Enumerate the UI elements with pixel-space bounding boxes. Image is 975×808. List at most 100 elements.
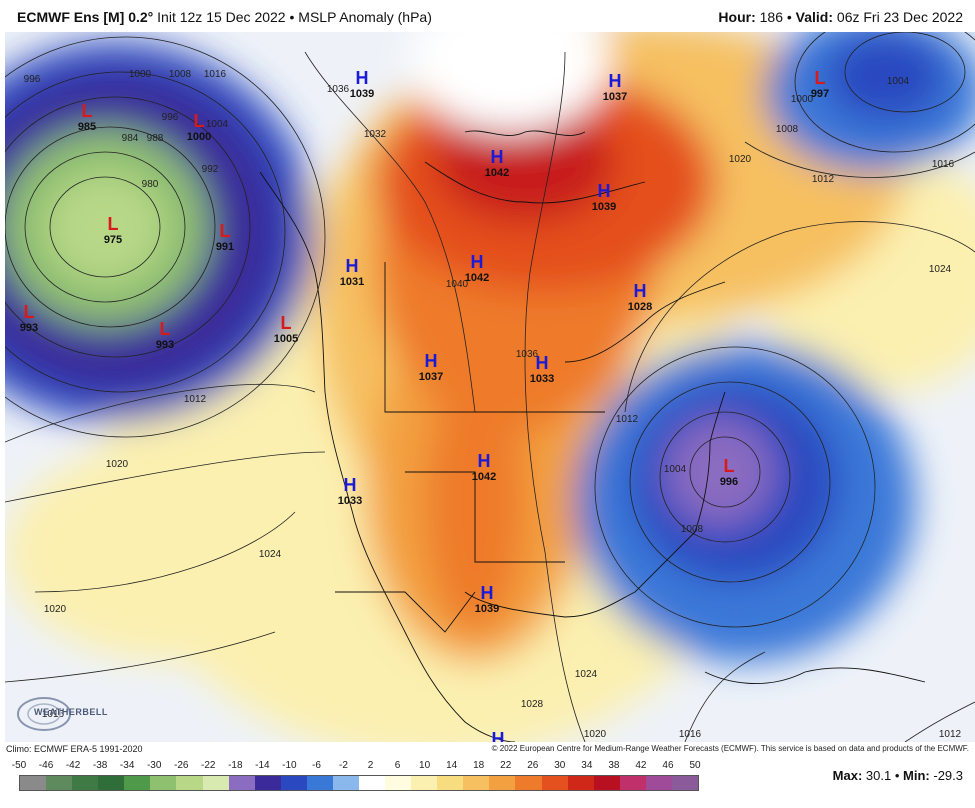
isobar-label: 1000 bbox=[791, 94, 814, 105]
colorbar-tick-label: 22 bbox=[500, 760, 512, 771]
system-letter: L bbox=[82, 101, 93, 121]
isobar-labels: 996 1000 1008 1016 1036 996 1004 984 988 992 1032 9… bbox=[24, 69, 962, 740]
model-name: ECMWF Ens [M] 0.2° bbox=[17, 9, 154, 25]
colorbar-segment bbox=[593, 776, 620, 790]
system-pressure-value: 1042 bbox=[465, 272, 489, 284]
isobar-label: 984 bbox=[122, 133, 139, 144]
colorbar-tick-label: -22 bbox=[201, 760, 216, 771]
system-letter: L bbox=[194, 111, 205, 131]
system-letter: H bbox=[481, 583, 494, 603]
system-letter: H bbox=[598, 181, 611, 201]
isobar-label: 1024 bbox=[929, 264, 952, 275]
colorbar-segment bbox=[437, 776, 464, 790]
colorbar-segment bbox=[46, 776, 73, 790]
system-letter: H bbox=[536, 353, 549, 373]
system-letter: L bbox=[220, 221, 231, 241]
isobar-label: 1040 bbox=[446, 279, 469, 290]
isobar-label: 980 bbox=[142, 179, 159, 190]
colorbar-tick-label: -14 bbox=[255, 760, 270, 771]
colorbar-tick-label: 50 bbox=[689, 760, 701, 771]
system-pressure-value: 1039 bbox=[592, 201, 616, 213]
system-letter: H bbox=[346, 256, 359, 276]
system-pressure-value: 985 bbox=[78, 121, 96, 133]
system-pressure-value: 1005 bbox=[274, 333, 298, 345]
isobar-label: 1020 bbox=[729, 154, 752, 165]
system-letter: L bbox=[24, 302, 35, 322]
system-letter: L bbox=[160, 319, 171, 339]
colorbar-tick-label: -6 bbox=[311, 760, 321, 771]
system-letter: H bbox=[492, 729, 505, 742]
max-min-readout: Max: 30.1 • Min: -29.3 bbox=[833, 768, 963, 783]
colorbar-tick-label: 42 bbox=[635, 760, 647, 771]
colorbar-segment bbox=[489, 776, 516, 790]
colorbar-tick-label: -2 bbox=[339, 760, 348, 771]
isobar-label: 1016 bbox=[42, 709, 65, 720]
max-value: 30.1 bbox=[865, 768, 892, 783]
colorbar-segment bbox=[176, 776, 203, 790]
anomaly-shading bbox=[5, 32, 975, 742]
isobar-label: 1028 bbox=[521, 699, 544, 710]
isobar-label: 1020 bbox=[584, 729, 607, 740]
bullet-separator: • bbox=[289, 9, 299, 25]
isobar-label: 1032 bbox=[364, 129, 387, 140]
valid-label: Valid: bbox=[795, 9, 834, 25]
system-pressure-value: 993 bbox=[20, 322, 38, 334]
bullet-separator: • bbox=[894, 768, 904, 783]
colorbar-tick-label: 46 bbox=[662, 760, 674, 771]
isobar-label: 1012 bbox=[184, 394, 207, 405]
colorbar-tick-label: -50 bbox=[11, 760, 27, 771]
colorbar-tick-label: -38 bbox=[92, 760, 108, 771]
colorbar-segment bbox=[280, 776, 307, 790]
colorbar-tick-label: 6 bbox=[394, 760, 401, 771]
isobar-label: 1016 bbox=[932, 159, 955, 170]
isobar-label: 1020 bbox=[44, 604, 67, 615]
hour-label: Hour: bbox=[718, 9, 756, 25]
forecast-time: Hour: 186 • Valid: 06z Fri 23 Dec 2022 bbox=[718, 9, 963, 25]
init-time: Init 12z 15 Dec 2022 bbox=[157, 9, 286, 25]
colorbar-tick-label: -42 bbox=[65, 760, 81, 771]
mslp-anomaly-map: 996 1000 1008 1016 1036 996 1004 984 988 992 1032 9… bbox=[5, 32, 975, 742]
system-pressure-value: 996 bbox=[720, 476, 738, 488]
colorbar-segment bbox=[202, 776, 229, 790]
colorbar-segment bbox=[567, 776, 594, 790]
min-value: -29.3 bbox=[933, 768, 963, 783]
system-pressure-value: 1039 bbox=[350, 88, 374, 100]
colorbar-tick-label: 38 bbox=[608, 760, 620, 771]
system-letter: H bbox=[425, 351, 438, 371]
watermark-text: WEATHERBELL bbox=[34, 707, 108, 717]
high-pressure-marker: H1029 bbox=[492, 729, 505, 742]
colorbar-segment bbox=[541, 776, 568, 790]
logo-swirl-icon bbox=[17, 697, 71, 731]
isobar-label: 988 bbox=[147, 133, 164, 144]
system-pressure-value: 1028 bbox=[628, 301, 652, 313]
colorbar-segment bbox=[463, 776, 490, 790]
colorbar-tick-labels: -50 -46 -42 -38 -34 -30 -26 -22 -18 -14 -10 -6 -2 2 6 1… bbox=[12, 760, 701, 774]
max-label: Max: bbox=[832, 768, 863, 783]
system-pressure-value: 1042 bbox=[485, 167, 509, 179]
colorbar-tick-label: 34 bbox=[581, 760, 593, 771]
colorbar-tick-label: -46 bbox=[38, 760, 54, 771]
map-title: ECMWF Ens [M] 0.2° Init 12z 15 Dec 2022 … bbox=[17, 9, 432, 25]
colorbar-segment bbox=[306, 776, 333, 790]
colorbar-tick-label: 30 bbox=[554, 760, 566, 771]
isobar-label: 1020 bbox=[106, 459, 129, 470]
isobar-label: 1004 bbox=[664, 464, 687, 475]
isobar-label: 1008 bbox=[681, 524, 704, 535]
isobar-label: 996 bbox=[162, 112, 179, 123]
system-pressure-value: 1000 bbox=[187, 131, 211, 143]
colorbar-segment bbox=[20, 776, 47, 790]
isobar-label: 1024 bbox=[575, 669, 598, 680]
system-pressure-value: 1033 bbox=[530, 373, 554, 385]
field-name: MSLP Anomaly (hPa) bbox=[298, 9, 432, 25]
colorbar-segment bbox=[228, 776, 255, 790]
colorbar-segment bbox=[385, 776, 412, 790]
isobar-label: 1036 bbox=[327, 84, 350, 95]
coastlines bbox=[259, 130, 926, 742]
system-letter: H bbox=[344, 475, 357, 495]
isobars bbox=[5, 32, 975, 742]
